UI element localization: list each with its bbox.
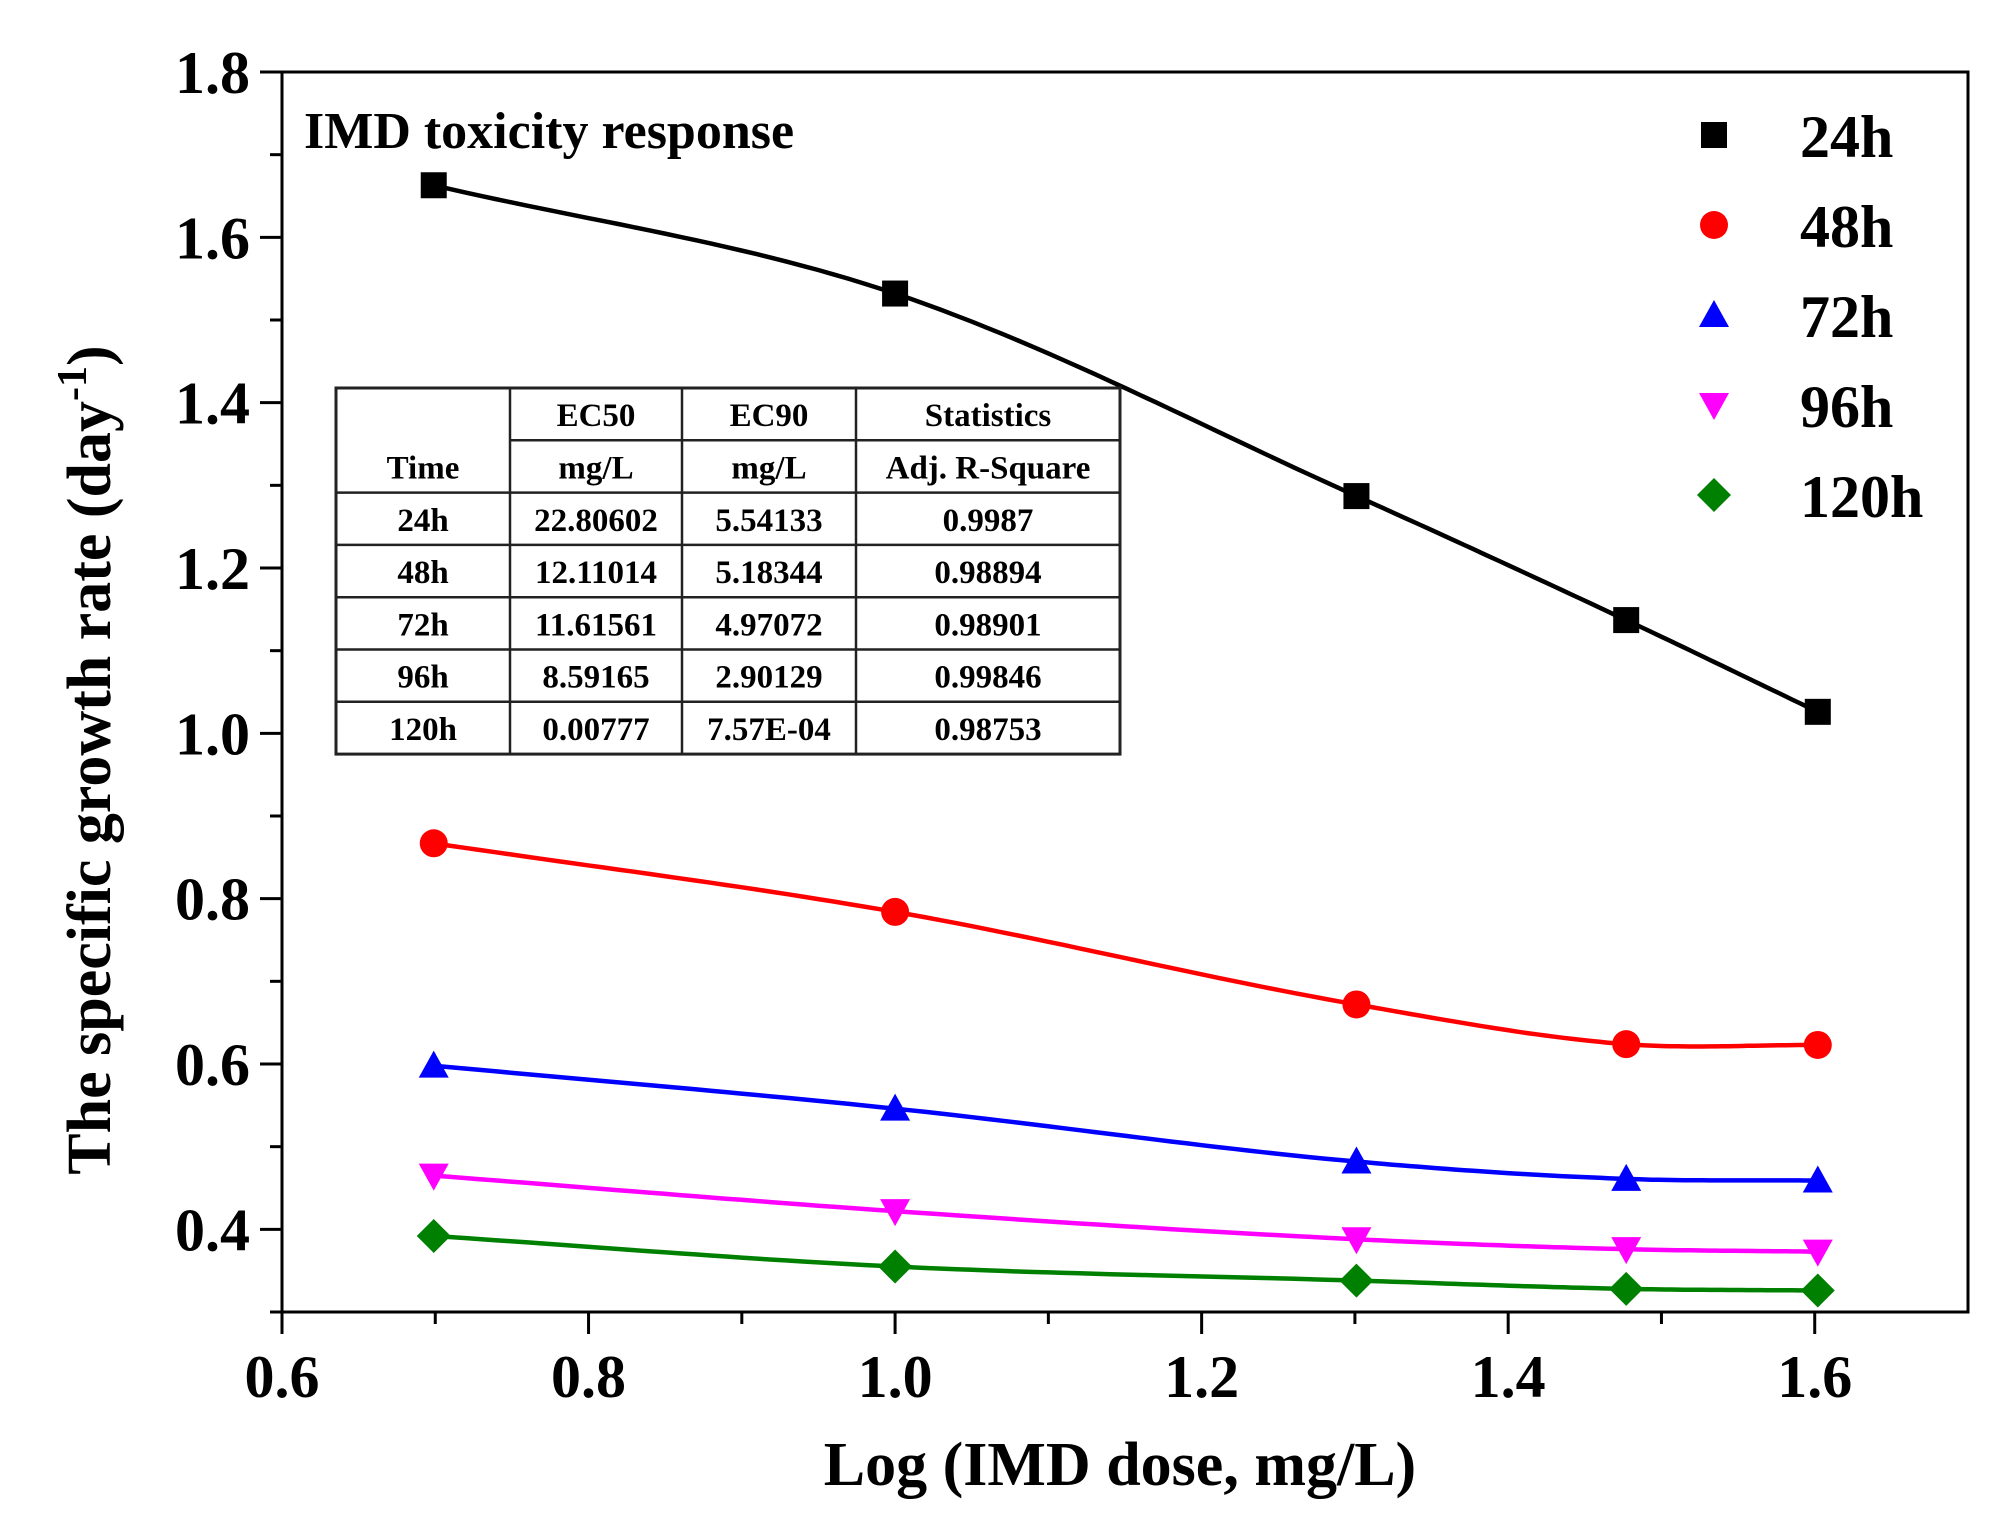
- data-point-72h: [418, 1050, 449, 1078]
- data-point-48h: [1803, 1030, 1832, 1059]
- data-point-120h: [878, 1249, 913, 1284]
- table-cell: 0.98901: [934, 607, 1041, 643]
- legend-marker-120h: [1697, 478, 1731, 512]
- table-cell: 22.80602: [534, 503, 658, 539]
- y-tick-label: 1.0: [175, 701, 250, 767]
- data-point-120h: [1800, 1273, 1835, 1308]
- y-axis-title-close: ): [56, 345, 124, 366]
- data-point-120h: [1339, 1263, 1374, 1298]
- legend-marker-24h: [1701, 122, 1727, 148]
- x-axis-title: Log (IMD dose, mg/L): [824, 1431, 1416, 1499]
- y-tick-label: 1.2: [175, 536, 250, 602]
- table-header-cell: EC50: [557, 398, 636, 434]
- axes: 0.6 0.8 1.0 1.2 1.4 1.6 0.4 0.6 0.8 1.0 1.2 1.4 1.6 1…: [175, 40, 1970, 1410]
- data-point-48h: [419, 829, 448, 858]
- y-axis-title-superscript: -1: [50, 366, 96, 401]
- legend-marker-48h: [1700, 211, 1728, 239]
- table-header-cell: Time: [387, 450, 460, 486]
- y-tick-label: 0.8: [175, 867, 250, 933]
- x-tick-label: 0.8: [551, 1344, 626, 1410]
- series-line-120h: [433, 1233, 1818, 1293]
- x-tick-label: 0.6: [245, 1344, 320, 1410]
- data-point-72h: [880, 1093, 911, 1121]
- table-cell: 24h: [397, 503, 448, 539]
- table-cell: 8.59165: [542, 660, 649, 696]
- data-point-72h: [1341, 1146, 1372, 1174]
- data-point-96h: [418, 1163, 449, 1191]
- data-point-72h: [1802, 1165, 1833, 1193]
- data-point-48h: [881, 897, 910, 926]
- data-point-120h: [1609, 1271, 1644, 1306]
- table-cell: 5.18344: [715, 555, 822, 591]
- table-header-cell: mg/L: [731, 450, 806, 486]
- table-cell: 0.9987: [943, 503, 1034, 539]
- legend-marker-72h: [1699, 300, 1729, 327]
- chart-title: IMD toxicity response: [304, 103, 794, 160]
- data-point-48h: [1342, 990, 1371, 1019]
- table-cell: 0.00777: [542, 712, 649, 748]
- table-cell: 0.99846: [934, 660, 1041, 696]
- y-tick-label: 1.6: [175, 205, 250, 271]
- y-tick-label: 0.6: [175, 1032, 250, 1098]
- y-tick-label: 1.4: [175, 371, 250, 437]
- series-line-96h: [433, 1173, 1818, 1254]
- legend-marker-96h: [1699, 393, 1729, 420]
- plot-frame: [280, 70, 1970, 1314]
- data-point-24h: [420, 172, 447, 199]
- series-line-72h: [433, 1063, 1818, 1183]
- table-header-cell: mg/L: [558, 450, 633, 486]
- data-point-72h: [1611, 1163, 1642, 1191]
- series-line-48h: [433, 841, 1818, 1049]
- data-point-96h: [1341, 1227, 1372, 1255]
- legend-label-96h: 96h: [1800, 374, 1893, 440]
- data-point-24h: [1613, 607, 1640, 634]
- table-cell: 0.98894: [934, 555, 1041, 591]
- legend-label-72h: 72h: [1800, 284, 1893, 350]
- table-cell: 2.90129: [715, 660, 822, 696]
- x-tick-label: 1.0: [858, 1344, 933, 1410]
- table-header-cell: EC90: [730, 398, 809, 434]
- table-cell: 0.98753: [934, 712, 1041, 748]
- data-point-24h: [882, 280, 909, 307]
- data-point-24h: [1343, 483, 1370, 510]
- data-point-96h: [880, 1199, 911, 1227]
- y-tick-label: 1.8: [175, 40, 250, 106]
- table-cell: 5.54133: [715, 503, 822, 539]
- x-tick-label: 1.2: [1164, 1344, 1239, 1410]
- table-cell: 7.57E-04: [707, 712, 831, 748]
- series-markers: [416, 172, 1835, 1308]
- x-tick-label: 1.4: [1471, 1344, 1546, 1410]
- inset-table: EC50 EC90 Statistics Time mg/L mg/L Adj. R-Squ…: [334, 386, 1122, 756]
- y-tick-label: 0.4: [175, 1197, 250, 1263]
- data-point-96h: [1611, 1237, 1642, 1265]
- table-header-cell: Statistics: [925, 398, 1052, 434]
- legend-label-48h: 48h: [1800, 194, 1893, 260]
- y-axis-title: The specific growth rate (day-1): [50, 345, 124, 1174]
- table-cell: 48h: [397, 555, 448, 591]
- table-cell: 4.97072: [715, 607, 822, 643]
- data-point-24h: [1804, 698, 1831, 725]
- table-header-cell: Adj. R-Square: [886, 450, 1091, 486]
- table-cell: 96h: [397, 660, 448, 696]
- table-cell: 11.61561: [535, 607, 657, 643]
- legend-label-24h: 24h: [1800, 104, 1893, 170]
- y-axis-title-main: The specific growth rate (day: [56, 401, 124, 1175]
- table-border: [334, 386, 1122, 756]
- data-point-48h: [1612, 1030, 1641, 1059]
- data-point-120h: [416, 1218, 451, 1253]
- table-cell: 120h: [389, 712, 457, 748]
- legend: 24h 48h 72h 96h 120h: [1697, 104, 1923, 530]
- table-cell: 72h: [397, 607, 448, 643]
- data-point-96h: [1802, 1239, 1833, 1267]
- table-cell: 12.11014: [535, 555, 657, 591]
- legend-label-120h: 120h: [1800, 464, 1923, 530]
- x-tick-label: 1.6: [1777, 1344, 1852, 1410]
